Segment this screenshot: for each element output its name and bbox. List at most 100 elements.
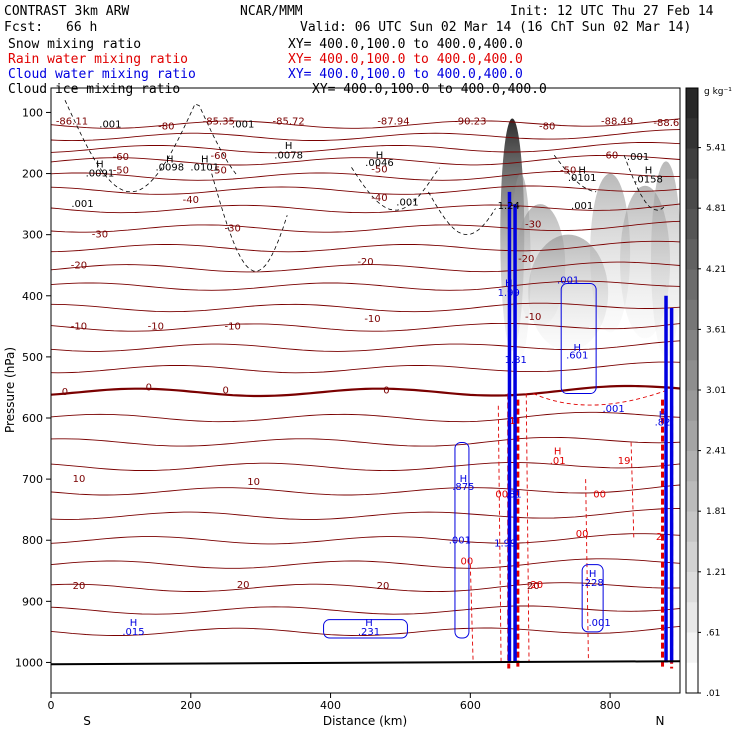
x-axis-north-label: N: [656, 714, 665, 728]
rain-label: 2: [656, 532, 662, 543]
rain-label: 00: [495, 489, 508, 500]
colorbar-tick-label: 4.21: [706, 265, 726, 275]
y-tick-label: 400: [22, 290, 43, 303]
cloud-water-label: .231: [358, 627, 380, 638]
cloud-water-label: .601: [566, 351, 588, 362]
snow-shading-blob: [590, 173, 631, 333]
isotherm-label: -60: [113, 152, 129, 163]
snow-ice-contour: [211, 173, 288, 272]
isotherm-line: [51, 384, 680, 398]
y-tick-label: 500: [22, 351, 43, 364]
legend-cloudice-label: Cloud ice mixing ratio: [8, 82, 180, 97]
legend-snow-label: Snow mixing ratio: [8, 37, 141, 52]
x-tick-label: 400: [320, 699, 341, 712]
cloud-water-label: .875: [452, 482, 474, 493]
isotherm-line: [51, 625, 680, 637]
isotherm-label: 20: [527, 581, 540, 592]
isotherm-label: -80: [158, 122, 174, 133]
rain-label: 19: [618, 456, 631, 467]
colorbar-swatch: [686, 481, 698, 512]
colorbar-swatch: [686, 88, 698, 119]
isotherm-label: -60: [211, 151, 227, 162]
isotherm-label: -10: [525, 312, 541, 323]
colorbar-swatch: [686, 511, 698, 543]
snow-ice-label: .001: [232, 120, 254, 131]
snow-ice-contour: [553, 154, 597, 193]
y-tick-label: 200: [22, 168, 43, 181]
snow-ice-label: .0098: [155, 163, 184, 174]
isotherm-label: -50: [211, 166, 227, 177]
y-tick-label: 1000: [15, 656, 43, 669]
colorbar-swatch: [686, 269, 698, 301]
valid-time: Valid: 06 UTC Sun 02 Mar 14 (16 ChT Sun …: [300, 20, 691, 35]
isotherm-line: [51, 170, 680, 181]
snow-ice-label: H: [285, 141, 293, 152]
snow-ice-label: H: [201, 155, 209, 166]
snow-ice-contour: [64, 100, 238, 193]
colorbar-swatch: [686, 209, 698, 240]
x-axis-south-label: S: [83, 714, 91, 728]
contour-labels: -86.11 -85.35 -85.72 -87.94 -90.23 -88.49 -88.…: [56, 117, 680, 638]
y-tick-label: 900: [22, 595, 43, 608]
isotherm-label: 20: [73, 581, 86, 592]
legend-rain-xy: XY= 400.0,100.0 to 400.0,400.0: [288, 52, 523, 67]
colorbar-unit: g kg⁻¹: [704, 87, 732, 97]
colorbar-tick-label: 2.41: [706, 447, 726, 457]
cloud-water-label: .015: [122, 627, 144, 638]
isotherm-label: -10: [364, 314, 380, 325]
isotherm-label: -90.23: [454, 117, 486, 128]
colorbar-swatch: [686, 360, 698, 391]
ground-line: [51, 660, 680, 666]
isotherm-label: -85.72: [272, 117, 304, 128]
colorbar: g kg⁻¹ 5.41 4.81 4.21 3.61 3.01 2.41 1.81 1.21 .6…: [685, 87, 732, 699]
snow-ice-label: .0046: [365, 158, 394, 169]
forecast-hours: 66 h: [66, 20, 97, 35]
isotherm-label: -20: [357, 257, 373, 268]
cloud-water-label: .82: [655, 417, 671, 428]
isotherm-line: [51, 340, 680, 352]
legend-cloudice-xy: XY= 400.0,100.0 to 400.0,400.0: [312, 82, 547, 97]
colorbar-tick-label: 1.21: [706, 568, 726, 578]
snow-ice-label: .0091: [86, 169, 115, 180]
cloud-water-contours: [323, 191, 674, 663]
snow-ice-label: H: [578, 166, 586, 177]
cloud-water-label: H: [505, 279, 513, 290]
snow-shading-blob: [528, 234, 609, 351]
rain-label: 00: [460, 557, 473, 568]
isotherm-line: [51, 240, 680, 253]
rain-contours: [469, 390, 674, 669]
x-tick-label: 0: [48, 699, 55, 712]
y-tick-label: 100: [22, 106, 43, 119]
rain-label: 00: [593, 489, 606, 500]
y-tick-label: 700: [22, 473, 43, 486]
isotherm-label: -10: [225, 321, 241, 332]
colorbar-swatch: [686, 662, 698, 694]
legend-cloudwater-xy: XY= 400.0,100.0 to 400.0,400.0: [288, 67, 523, 82]
isotherm-line: [51, 361, 680, 374]
isotherm-label: -20: [71, 260, 87, 271]
isotherm-line: [51, 302, 680, 313]
axes: 0 200 400 600 800100200300400500600700800900…: [15, 106, 621, 712]
init-time: Init: 12 UTC Thu 27 Feb 14: [510, 4, 714, 19]
colorbar-swatch: [686, 451, 698, 482]
isotherm-line: [51, 129, 680, 142]
snow-ice-contour: [623, 155, 667, 211]
isotherm-line: [51, 185, 680, 195]
isotherm-label: -30: [92, 230, 108, 241]
cloud-water-label: .001: [602, 404, 624, 415]
y-axis-title: Pressure (hPa): [3, 347, 17, 433]
snow-ice-contours: [64, 100, 667, 272]
colorbar-swatch: [686, 299, 698, 331]
colorbar-swatch: [686, 148, 698, 180]
isotherm-line: [51, 533, 680, 545]
isotherm-line: [51, 280, 680, 291]
cloud-water-label: 1.81: [505, 355, 527, 366]
isotherm-line: [51, 322, 680, 332]
cloud-water-label: .001: [449, 535, 471, 546]
isotherm-label: -85.35: [203, 117, 235, 128]
snow-ice-label: .0158: [634, 175, 663, 186]
cloud-water-label: 1.99: [494, 538, 516, 549]
isotherm-line: [51, 484, 680, 496]
isotherm-label: -50: [560, 166, 576, 177]
snow-ice-label: .0101: [568, 173, 597, 184]
